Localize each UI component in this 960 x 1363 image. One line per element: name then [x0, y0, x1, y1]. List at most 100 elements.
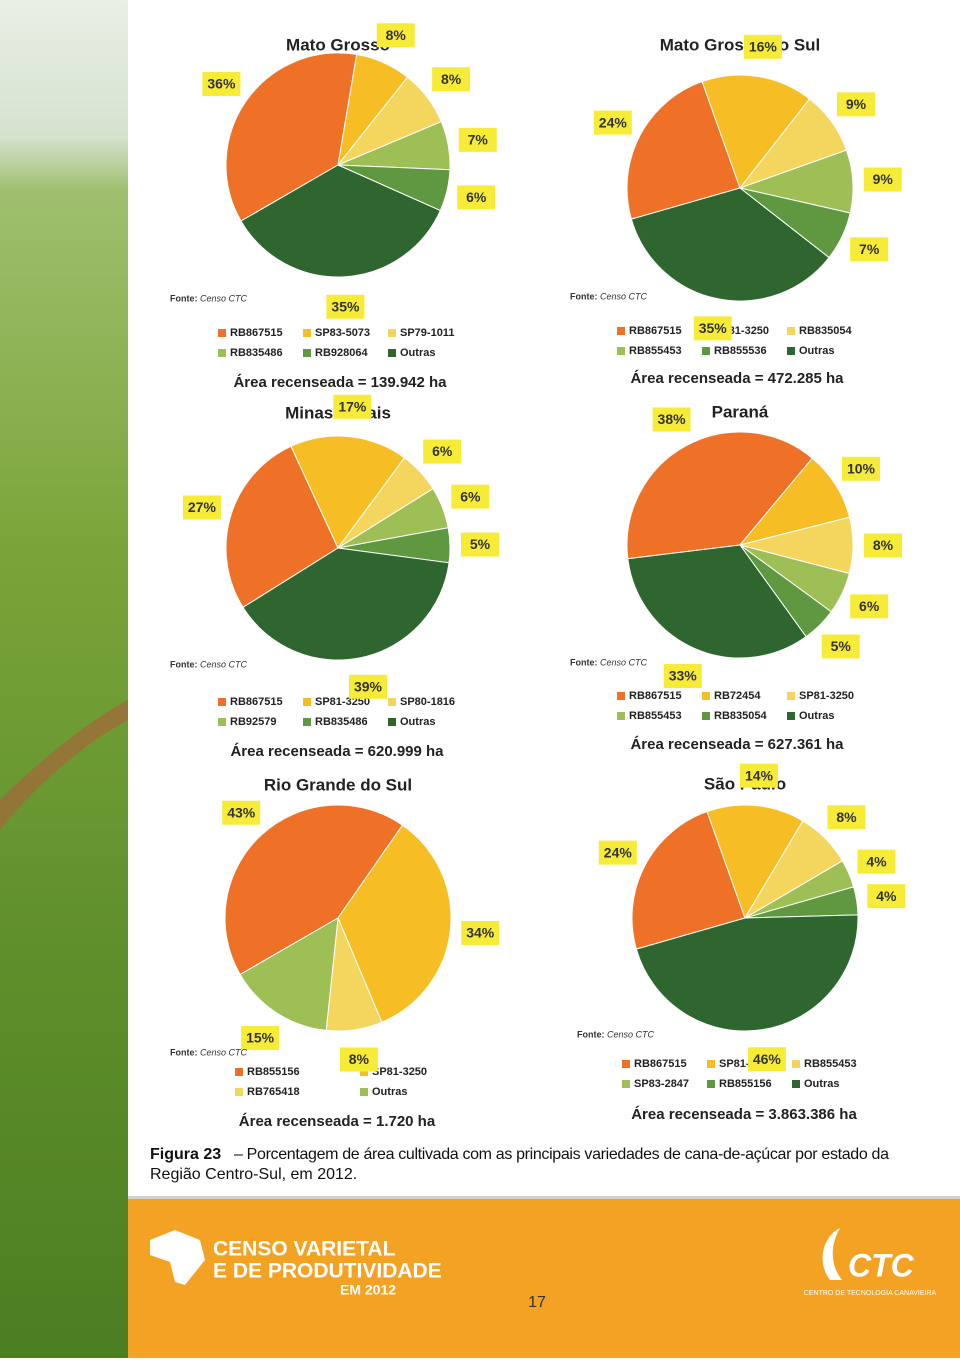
- label-box: [376, 23, 415, 48]
- legend-label: RB855453: [629, 345, 682, 357]
- data-label: 24%: [599, 114, 628, 130]
- label-box: [652, 407, 691, 432]
- label-box: [202, 71, 241, 96]
- data-label: 6%: [859, 598, 880, 614]
- chart-title: Rio Grande do Sul: [264, 775, 412, 794]
- label-box: [867, 884, 906, 909]
- legend-swatch: [622, 1080, 630, 1088]
- data-label: 33%: [669, 668, 698, 684]
- legend-label: RB835054: [714, 710, 767, 722]
- legend-label: Outras: [372, 1086, 407, 1098]
- pie-slice: [630, 187, 830, 302]
- legend-swatch: [303, 698, 311, 706]
- legend-label: RB867515: [634, 1058, 687, 1070]
- pie-slice: [290, 435, 406, 549]
- legend-label: RB835486: [230, 347, 283, 359]
- legend-label: RB855156: [247, 1066, 300, 1078]
- label-box: [863, 167, 902, 192]
- footer-band: [128, 1199, 960, 1358]
- legend-swatch: [388, 329, 396, 337]
- legend-swatch: [235, 1068, 243, 1076]
- label-box: [451, 484, 490, 509]
- pie-slice: [631, 810, 746, 950]
- legend-label: SP81-3250: [799, 690, 854, 702]
- legend-label: RB928064: [315, 347, 368, 359]
- label-box: [457, 185, 496, 210]
- legend-swatch: [617, 327, 625, 335]
- legend-label: RB765418: [247, 1086, 300, 1098]
- pie-slice: [239, 917, 339, 1031]
- legend-label: RB72454: [714, 690, 761, 702]
- data-label: 27%: [188, 499, 217, 515]
- data-label: 38%: [658, 411, 687, 427]
- caption-label: Figura 23: [150, 1146, 221, 1163]
- legend-label: Outras: [400, 716, 435, 728]
- legend-swatch: [787, 347, 795, 355]
- legend-swatch: [388, 698, 396, 706]
- label-box: [349, 674, 388, 699]
- legend-label: RB92579: [230, 716, 276, 728]
- legend-label: SP81-3250: [315, 696, 370, 708]
- legend-label: Outras: [400, 347, 435, 359]
- pie-slice: [225, 445, 339, 609]
- label-box: [461, 920, 500, 945]
- data-label: 9%: [873, 171, 894, 187]
- area-note: Área recenseada = 620.999 ha: [230, 743, 444, 760]
- footer-rule: [128, 1196, 960, 1199]
- chart-title: Mato Grosso: [286, 35, 390, 54]
- brand-year: EM 2012: [340, 1282, 396, 1298]
- area-note: Área recenseada = 1.720 ha: [239, 1113, 436, 1130]
- label-box: [850, 237, 889, 262]
- pie-slice: [627, 544, 807, 659]
- chart-title: Paraná: [712, 402, 769, 421]
- area-note: Área recenseada = 139.942 ha: [233, 374, 447, 391]
- label-box: [182, 495, 221, 520]
- data-label: 46%: [753, 1051, 782, 1067]
- data-label: 4%: [866, 853, 887, 869]
- legend-swatch: [617, 712, 625, 720]
- logo-mark: [822, 1228, 842, 1280]
- legend-label: SP83-2847: [634, 1078, 689, 1090]
- legend-label: RB867515: [230, 327, 283, 339]
- data-label: 5%: [831, 638, 852, 654]
- pie-slice: [706, 804, 804, 920]
- label-box: [743, 34, 782, 59]
- data-label: 14%: [745, 767, 774, 783]
- data-label: 8%: [873, 537, 894, 553]
- legend-swatch: [707, 1060, 715, 1068]
- pie-slice: [337, 824, 452, 1023]
- label-box: [693, 316, 732, 341]
- legend-swatch: [617, 347, 625, 355]
- legend-swatch: [303, 718, 311, 726]
- source: Censo CTC: [607, 1029, 655, 1039]
- source: Censo CTC: [200, 1047, 248, 1057]
- legend-label: RB855536: [714, 345, 767, 357]
- legend-swatch: [702, 347, 710, 355]
- data-label: 17%: [338, 398, 367, 414]
- source: Censo CTC: [600, 657, 648, 667]
- data-label: 36%: [207, 76, 236, 92]
- brand-line: CENSO VARIETAL: [213, 1238, 396, 1261]
- label-box: [333, 394, 372, 419]
- data-label: 8%: [349, 1051, 370, 1067]
- legend-label: RB867515: [629, 325, 682, 337]
- source-label: Fonte:: [577, 1029, 605, 1039]
- legend-swatch: [787, 712, 795, 720]
- data-label: 6%: [432, 443, 453, 459]
- pie-slice: [738, 457, 851, 546]
- label-box: [821, 634, 860, 659]
- data-label: 5%: [470, 536, 491, 552]
- legend-swatch: [388, 349, 396, 357]
- source: Censo CTC: [200, 659, 248, 669]
- legend-label: SP83-5073: [315, 327, 370, 339]
- legend-label: RB855453: [629, 710, 682, 722]
- logo: CTC: [848, 1247, 915, 1283]
- data-label: 10%: [847, 461, 876, 477]
- label-box: [663, 664, 702, 689]
- pie-slice: [240, 164, 441, 278]
- label-box: [222, 800, 261, 825]
- legend-label: RB855156: [719, 1078, 772, 1090]
- legend-swatch: [792, 1060, 800, 1068]
- legend-swatch: [707, 1080, 715, 1088]
